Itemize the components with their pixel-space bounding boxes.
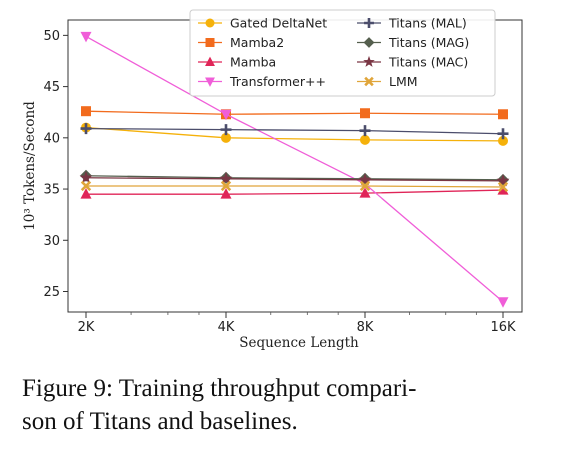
series-mamba2 [81, 106, 508, 120]
throughput-chart: 25 30 35 40 45 50 2K 4K 8K 16K Sequence Length 10³ … [22, 9, 523, 351]
legend-entry-mamba: Mamba [198, 55, 276, 70]
marker-circle [205, 18, 215, 28]
marker-triangle-down [205, 77, 215, 87]
marker-plus [364, 18, 374, 28]
series-line [85, 110, 504, 115]
y-tick-label: 25 [43, 285, 60, 300]
series-line [85, 127, 504, 135]
chart-axes: 25 30 35 40 45 50 2K 4K 8K 16K Sequence Length 10³ … [22, 19, 523, 351]
marker-triangle-up [497, 184, 509, 195]
chart-series [79, 31, 510, 308]
marker-x [359, 180, 371, 192]
marker-circle [498, 135, 508, 146]
y-tick-label: 40 [43, 131, 60, 146]
series-line [86, 189, 504, 195]
legend-label: Mamba2 [230, 35, 284, 50]
x-tick-label: 16K [490, 320, 516, 335]
legend-label: Mamba [230, 55, 276, 70]
marker-star [79, 171, 93, 184]
y-tick-label: 45 [43, 80, 60, 95]
marker-star [219, 172, 233, 185]
caption-line-1: Figure 9: Training throughput compari- [22, 375, 417, 402]
marker-circle [360, 134, 370, 145]
marker-x [497, 181, 509, 193]
legend-label: Titans (MAC) [388, 55, 468, 70]
y-tick-label: 35 [43, 183, 60, 198]
legend-entry-titans-mag: Titans (MAG) [357, 35, 469, 50]
marker-triangle-up [220, 188, 232, 199]
series-line [85, 177, 504, 182]
legend-label: LMM [389, 74, 418, 89]
legend-entry-gated-deltanet: Gated DeltaNet [198, 16, 327, 31]
marker-triangle-up [205, 56, 215, 67]
marker-plus [359, 125, 371, 137]
series-line [85, 175, 504, 181]
marker-triangle-down [80, 31, 92, 43]
x-tick-label: 4K [218, 320, 235, 335]
series-lmm [80, 180, 509, 193]
marker-diamond [363, 37, 375, 48]
marker-triangle-down [220, 109, 232, 121]
marker-plus [80, 123, 92, 135]
marker-star [496, 174, 510, 187]
caption-line-2: son of Titans and baselines. [22, 408, 298, 435]
legend-box [189, 9, 496, 97]
legend-entry-lmm: LMM [357, 74, 418, 89]
marker-triangle-up [359, 187, 371, 198]
legend-label: Titans (MAG) [388, 35, 469, 50]
series-line [85, 35, 504, 303]
marker-plus [497, 128, 509, 140]
marker-star [358, 173, 372, 186]
series-mamba [80, 184, 509, 199]
marker-circle [221, 132, 231, 143]
figure-caption: Figure 9: Training throughput compari- s… [22, 372, 562, 438]
marker-x [364, 76, 374, 87]
chart-legend: Gated DeltaNet Mamba2 Mamba Transformer++ Ti… [189, 9, 496, 97]
marker-star [363, 55, 375, 67]
y-tick-label: 30 [43, 234, 60, 249]
marker-x [80, 180, 92, 192]
x-tick-label: 8K [357, 320, 374, 335]
series-titans-mal [80, 123, 509, 140]
series-gated-deltanet [81, 122, 508, 146]
marker-square [81, 106, 91, 117]
marker-triangle-up [80, 188, 92, 199]
legend-entry-mamba2: Mamba2 [198, 35, 284, 50]
legend-entry-titans-mac: Titans (MAC) [357, 55, 468, 70]
legend-label: Gated DeltaNet [230, 16, 327, 31]
series-titans-mac [79, 171, 510, 187]
legend-label: Titans (MAL) [388, 16, 467, 31]
marker-triangle-down [497, 297, 509, 308]
series-transformer [80, 31, 509, 308]
y-tick-label: 50 [43, 29, 60, 44]
marker-x [220, 180, 232, 192]
legend-entry-transformer: Transformer++ [198, 74, 326, 89]
series-line [85, 126, 504, 142]
legend-label: Transformer++ [229, 74, 326, 89]
series-line [86, 185, 504, 188]
legend-entry-titans-mal: Titans (MAL) [357, 16, 467, 31]
marker-square [205, 38, 215, 47]
y-axis-label: 10³ Tokens/Second [22, 101, 38, 231]
marker-square [360, 108, 370, 119]
marker-square [498, 109, 508, 120]
marker-plus [220, 124, 232, 136]
x-axis-label: Sequence Length [239, 335, 359, 351]
x-tick-label: 2K [78, 320, 95, 335]
